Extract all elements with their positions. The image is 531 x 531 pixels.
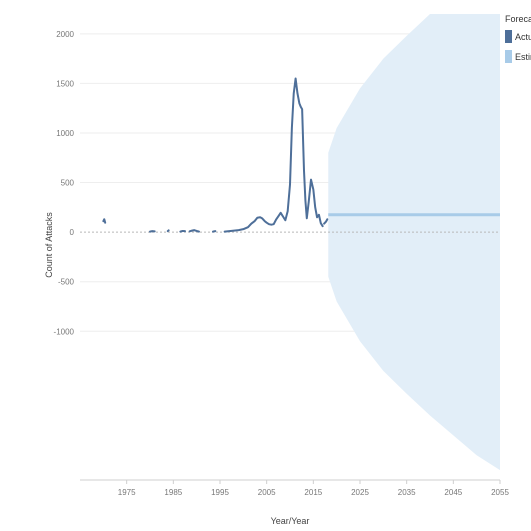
y-tick-label: -500: [58, 278, 75, 287]
legend-swatch-estimate: [505, 50, 512, 63]
y-tick-label: 1500: [56, 79, 74, 88]
x-tick-label: 2015: [304, 488, 322, 497]
actual-line-segment: [102, 218, 107, 224]
x-tick-label: 1995: [211, 488, 229, 497]
actual-line-segment: [188, 229, 200, 233]
actual-line-segment: [166, 229, 170, 233]
x-tick-label: 1985: [164, 488, 182, 497]
legend-label-actual: Actual: [515, 31, 531, 42]
actual-series: [102, 77, 329, 233]
legend-item-actual[interactable]: Actual: [505, 30, 531, 43]
x-axis-title: Year/Year: [271, 516, 310, 526]
y-tick-label: 500: [61, 179, 75, 188]
y-tick-label: 2000: [56, 30, 74, 39]
x-tick-label: 2025: [351, 488, 369, 497]
confidence-band: [328, 14, 500, 471]
legend-label-estimate: Estimate: [515, 51, 531, 62]
legend-item-estimate[interactable]: Estimate: [505, 50, 531, 63]
x-tick-label: 1975: [118, 488, 136, 497]
x-tick-label: 2055: [491, 488, 509, 497]
actual-line-segment: [323, 218, 329, 225]
legend: Forecast indicator Actual Estimate: [505, 14, 531, 70]
y-axis-title: Count of Attacks: [44, 212, 54, 278]
legend-swatch-actual: [505, 30, 512, 43]
estimate-confidence-band: [328, 14, 500, 471]
x-tick-label: 2035: [398, 488, 416, 497]
x-axis-ticks: 1975 1985 1995 2005 2015 2025 2035 2045 2055: [118, 480, 509, 497]
x-tick-label: 2005: [258, 488, 276, 497]
y-tick-label: 0: [70, 228, 75, 237]
actual-line-segment: [223, 77, 324, 233]
y-tick-label: -1000: [54, 327, 75, 336]
y-tick-label: 1000: [56, 129, 74, 138]
legend-title: Forecast indicator: [505, 14, 531, 24]
x-tick-label: 2045: [444, 488, 462, 497]
y-axis-ticks: 2000 1500 1000 500 0 -500 -1000: [54, 30, 75, 336]
actual-line-segment: [179, 229, 186, 233]
